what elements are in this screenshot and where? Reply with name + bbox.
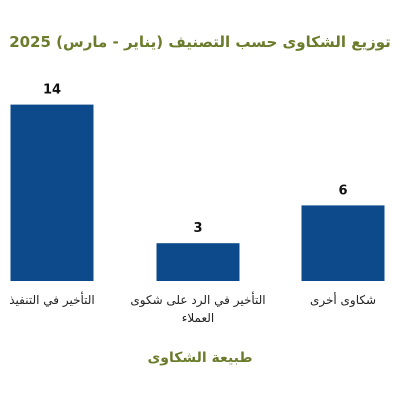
bar-1 xyxy=(156,243,240,281)
data-label-2: 6 xyxy=(338,183,347,198)
category-label-2: شكاوى أخرى xyxy=(310,292,376,308)
x-axis-label: طبيعة الشكاوى xyxy=(147,350,253,366)
data-label-1: 3 xyxy=(193,221,202,236)
bar-0 xyxy=(10,104,94,281)
category-label-0: التأخير في التنفيذ xyxy=(9,291,95,308)
data-label-0: 14 xyxy=(43,83,61,98)
chart-title: توزيع الشكاوى حسب التصنيف (يناير - مارس)… xyxy=(9,33,391,51)
category-label-1-line-0: التأخير في الرد على شكوى xyxy=(130,291,265,308)
bar-2 xyxy=(301,205,385,281)
category-label-1-line-1: العملاء xyxy=(182,311,215,325)
